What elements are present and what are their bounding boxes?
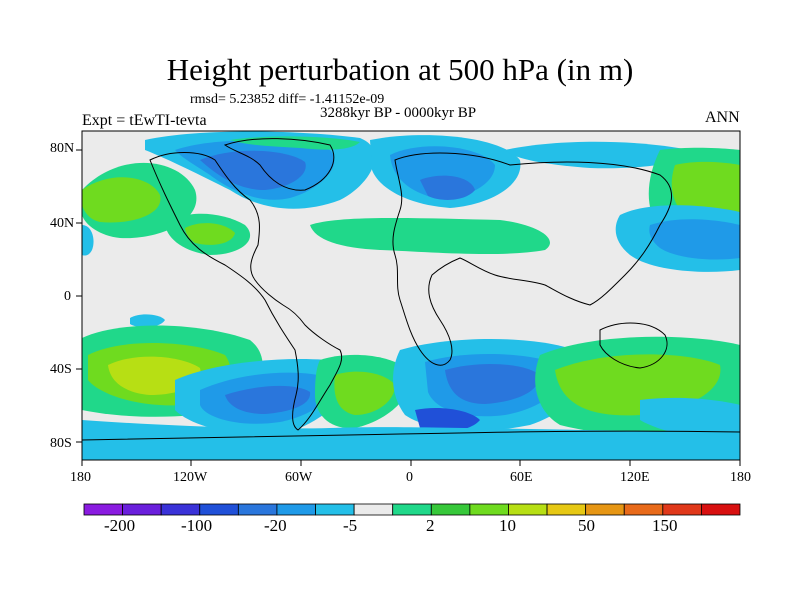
colorbar-swatch <box>237 503 278 516</box>
contour-sp-pacific-inner <box>225 385 311 414</box>
rmsd-diff-text: rmsd= 5.23852 diff= -1.41152e-09 <box>190 92 385 107</box>
contour-antarctic-dark <box>415 408 480 432</box>
contour-japan-inner <box>649 219 740 260</box>
contour-sp-right-blue <box>640 397 740 440</box>
lon-label-120e: 120E <box>620 470 650 485</box>
colorbar-label-150: 150 <box>652 516 678 535</box>
colorbar-swatch <box>585 503 625 516</box>
contour-us-inner <box>185 223 235 245</box>
contour-polar-band <box>82 420 740 460</box>
greenland-coast <box>223 138 335 191</box>
colorbar-label-minus200: -200 <box>104 516 136 535</box>
colorbar-swatch <box>701 503 741 516</box>
colorbar-swatch <box>199 503 239 516</box>
contour-siberia <box>505 141 692 169</box>
lat-label-80n: 80N <box>50 141 75 156</box>
lon-label-180w: 180 <box>70 470 91 485</box>
colorbar-label-minus5: -5 <box>343 516 358 535</box>
axis-ticks <box>76 149 741 466</box>
contour-atlantic-band <box>310 217 550 255</box>
coastlines <box>82 138 740 441</box>
antarctica-coast <box>82 430 740 441</box>
colorbar-label-minus100: -100 <box>181 516 213 535</box>
contour-tropical-spot <box>130 314 165 328</box>
colorbar-swatch <box>392 503 432 516</box>
colorbar-swatch <box>662 503 702 516</box>
colorbar-swatch <box>430 503 471 516</box>
americas-coast <box>149 152 343 431</box>
contour-europe-inner <box>420 175 475 200</box>
lat-label-40s: 40S <box>50 362 72 377</box>
eurasia-africa-coast <box>392 152 673 366</box>
map-title: Height perturbation at 500 hPa (in m) <box>166 52 634 87</box>
lon-label-180e: 180 <box>730 470 751 485</box>
contour-np-left-inner <box>82 177 161 223</box>
colorbar-swatch <box>353 503 394 516</box>
colorbar-label-50: 50 <box>578 516 595 535</box>
colorbar-swatch <box>276 503 316 516</box>
colorbar-label-10: 10 <box>499 516 516 535</box>
season-label: ANN <box>705 109 740 126</box>
colorbar-swatch <box>623 503 664 516</box>
lat-label-40n: 40N <box>50 216 75 231</box>
contour-na-inner <box>200 150 306 190</box>
experiment-label: Expt = tEwTI-tevta <box>82 112 207 129</box>
contour-sp-atlantic-inner <box>334 371 395 415</box>
colorbar-swatch <box>160 503 201 516</box>
lon-label-60e: 60E <box>510 470 533 485</box>
lon-label-0: 0 <box>406 470 413 485</box>
lat-label-0: 0 <box>64 289 71 304</box>
contour-greenland <box>230 136 360 150</box>
australia-coast <box>599 322 668 369</box>
lat-label-80s: 80S <box>50 436 72 451</box>
contour-sp-indian-inner <box>445 363 540 404</box>
lon-label-60w: 60W <box>285 470 313 485</box>
colorbar-swatch <box>315 503 355 516</box>
colorbar <box>83 503 741 516</box>
contour-field <box>82 131 740 460</box>
colorbar-label-minus20: -20 <box>264 516 287 535</box>
colorbar-swatch <box>122 503 162 516</box>
colorbar-swatch <box>546 503 587 516</box>
period-text: 3288kyr BP - 0000kyr BP <box>320 105 477 121</box>
colorbar-swatch <box>83 503 123 516</box>
colorbar-label-2: 2 <box>426 516 435 535</box>
colorbar-swatch <box>469 503 509 516</box>
colorbar-swatch <box>508 503 548 516</box>
lon-label-120w: 120W <box>173 470 208 485</box>
contour-dateline-left <box>82 225 94 256</box>
